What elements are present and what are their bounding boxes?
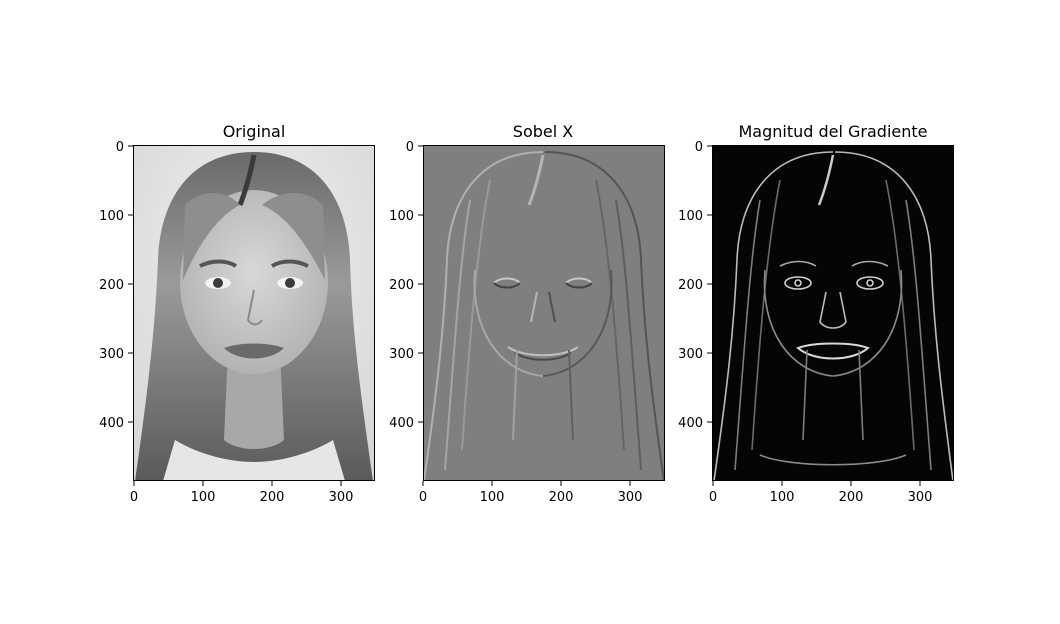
y-tick-label: 200: [678, 278, 703, 293]
y-tick-label: 300: [99, 347, 124, 362]
x-axis: 0 100 200 300: [419, 481, 643, 505]
x-tick-label: 0: [419, 490, 427, 505]
x-tick-label: 0: [130, 490, 138, 505]
y-axis: 0 100 200 300 400: [678, 140, 712, 431]
y-tick-label: 100: [389, 209, 414, 224]
x-tick-label: 100: [770, 490, 795, 505]
x-tick-label: 200: [839, 490, 864, 505]
y-tick-label: 100: [99, 209, 124, 224]
y-tick-label: 0: [695, 140, 703, 155]
gradient-magnitude-image: [712, 145, 954, 481]
x-tick-label: 200: [549, 490, 574, 505]
x-tick-label: 100: [191, 490, 216, 505]
y-tick-label: 400: [99, 416, 124, 431]
y-tick-label: 300: [678, 347, 703, 362]
y-tick-label: 100: [678, 209, 703, 224]
x-tick-label: 300: [618, 490, 643, 505]
y-tick-label: 400: [389, 416, 414, 431]
panel-title: Sobel X: [513, 122, 573, 141]
y-tick-label: 200: [99, 278, 124, 293]
x-tick-label: 300: [908, 490, 933, 505]
panel-sobel-x: Sobel X: [389, 122, 665, 505]
x-tick-label: 200: [260, 490, 285, 505]
x-axis: 0 100 200 300: [130, 481, 354, 505]
original-image: [133, 145, 375, 481]
x-axis: 0 100 200 300: [709, 481, 933, 505]
y-tick-label: 200: [389, 278, 414, 293]
x-tick-label: 300: [329, 490, 354, 505]
x-tick-label: 0: [709, 490, 717, 505]
y-tick-label: 400: [678, 416, 703, 431]
y-axis: 0 100 200 300 400: [389, 140, 423, 431]
panel-title: Original: [223, 122, 286, 141]
panel-original: Original: [99, 122, 375, 505]
y-tick-label: 300: [389, 347, 414, 362]
x-tick-label: 100: [480, 490, 505, 505]
panel-title: Magnitud del Gradiente: [738, 122, 927, 141]
sobel-x-image: [423, 145, 665, 481]
y-axis: 0 100 200 300 400: [99, 140, 133, 431]
y-tick-label: 0: [406, 140, 414, 155]
y-tick-label: 0: [116, 140, 124, 155]
panel-gradient-magnitude: Magnitud del Gradiente: [678, 122, 954, 505]
